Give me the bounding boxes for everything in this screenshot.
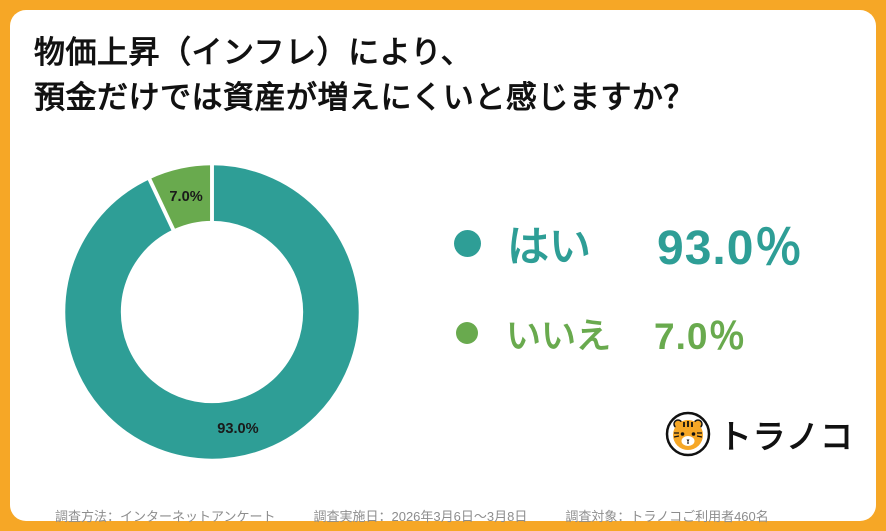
survey-footnote: 調査方法：インターネットアンケート 調査実施日：2026年3月6日～3月8日 調…	[55, 506, 769, 525]
infographic-card: 物価上昇（インフレ）により、 預金だけでは資産が増えにくいと感じますか？ 93.…	[10, 10, 876, 524]
slice-separator	[144, 171, 179, 237]
footnote-date: 調査実施日：2026年3月6日～3月8日	[313, 509, 528, 524]
legend-dot-yes	[454, 229, 481, 257]
toranoko-logo-icon	[665, 411, 710, 457]
legend-item-yes: はい 93.0％	[454, 208, 803, 278]
legend-value-no: 7.0％	[654, 316, 747, 357]
footnote-target: 調査対象：トラノコご利用者460名	[565, 509, 769, 524]
donut-chart: 93.0% 7.0%	[65, 157, 359, 459]
chart-legend: はい 93.0％ いいえ 7.0％	[454, 208, 803, 360]
slice-label-いいえ: 7.0%	[169, 189, 202, 205]
title-line-2: 預金だけでは資産が増えにくいと感じますか？	[34, 80, 695, 115]
legend-label-no: いいえ	[506, 316, 612, 356]
page-title: 物価上昇（インフレ）により、 預金だけでは資産が増えにくいと感じますか？	[34, 30, 695, 120]
legend-value-yes: 93.0％	[657, 222, 804, 275]
toranoko-logo: トラノコ	[665, 410, 854, 458]
toranoko-logo-text: トラノコ	[718, 418, 854, 455]
donut-slice-はい	[65, 165, 359, 459]
legend-label-yes: はい	[507, 222, 592, 270]
slice-label-はい: 93.0%	[217, 421, 258, 437]
legend-item-no: いいえ 7.0％	[454, 306, 803, 360]
footnote-method: 調査方法：インターネットアンケート	[55, 509, 276, 524]
legend-dot-no	[456, 322, 478, 344]
title-line-1: 物価上昇（インフレ）により、	[34, 35, 473, 70]
